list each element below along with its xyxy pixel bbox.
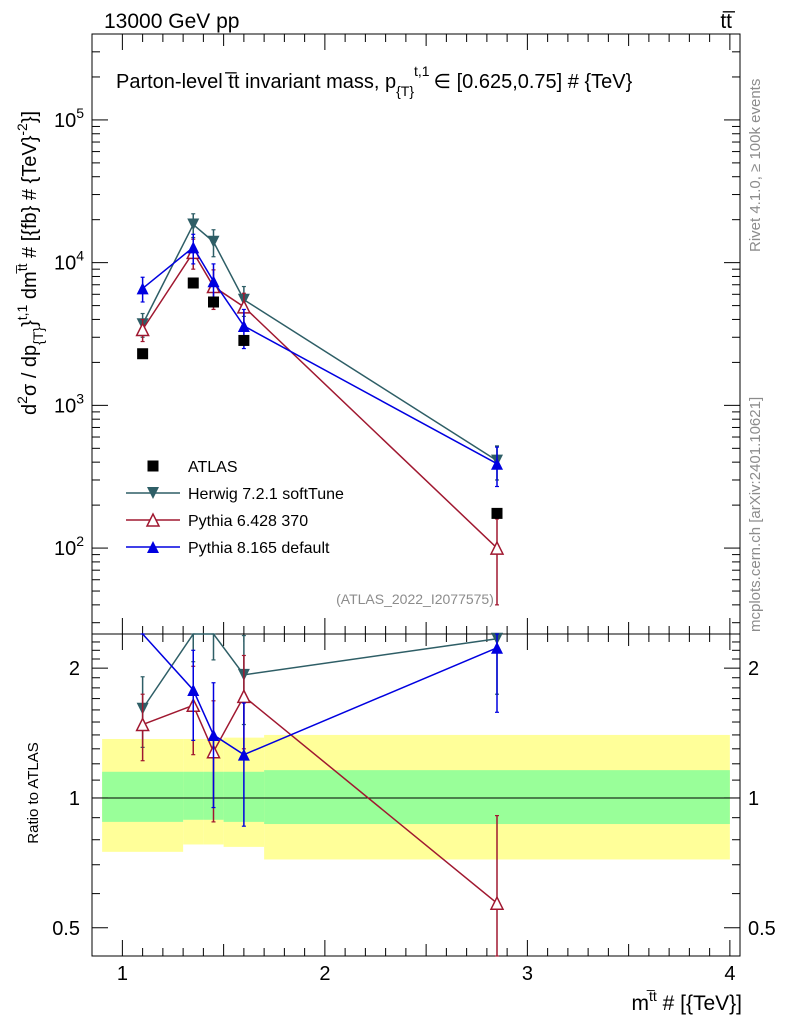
y-tick-label: 102 xyxy=(54,533,84,560)
ratio-data-point xyxy=(237,748,250,761)
main-data-point xyxy=(187,218,200,231)
ratio-y-tick-label-right: 2 xyxy=(748,658,759,680)
ratio-data-point xyxy=(207,728,220,741)
legend-marker xyxy=(147,541,159,553)
main-data-point xyxy=(135,321,150,337)
ratio-series-3 xyxy=(140,633,503,827)
ratio-y-tick-label: 1 xyxy=(69,788,80,810)
main-data-point xyxy=(207,275,220,288)
main-data-point xyxy=(187,277,199,289)
legend-label: ATLAS xyxy=(188,459,238,476)
y-tick-label: 103 xyxy=(54,390,84,417)
legend-label: Pythia 6.428 370 xyxy=(188,513,308,530)
legend-item: Herwig 7.2.1 softTune xyxy=(126,486,344,503)
legend-item: Pythia 6.428 370 xyxy=(126,512,308,530)
ratio-y-axis-label: Ratio to ATLAS xyxy=(25,742,42,843)
ratio-plot-frame xyxy=(91,633,741,957)
ratio-data-point xyxy=(491,641,503,654)
ratio-y-tick-label: 0.5 xyxy=(52,918,80,940)
legend-label: Herwig 7.2.1 softTune xyxy=(188,486,344,503)
ratio-y-tick-label-right: 0.5 xyxy=(748,918,776,940)
mcplots-label: mcplots.cern.ch [arXiv:2401.10621] xyxy=(747,397,764,632)
ratio-y-tick-label: 2 xyxy=(69,658,80,680)
legend-item: Pythia 8.165 default xyxy=(126,540,330,557)
legend-marker xyxy=(147,460,159,472)
main-data-point xyxy=(491,507,503,519)
uncertainty-band-inner xyxy=(102,771,184,822)
ratio-plot-panel: 0.5 0.5 1 1 2 2 1 2 3 4 Ratio to ATLAS mt̅t # [{T… xyxy=(25,632,776,1015)
main-series-3 xyxy=(136,233,503,488)
x-tick-label: 1 xyxy=(117,963,128,985)
rivet-version-label: Rivet 4.1.0, ≥ 100k events xyxy=(747,79,764,252)
main-data-point xyxy=(136,282,149,295)
main-series-0 xyxy=(137,277,503,519)
energy-label: 13000 GeV pp xyxy=(104,10,239,33)
main-y-axis-label: d2σ / dp{T}}t,1 dmt̅t # [{fb} # {TeV}-2}… xyxy=(14,111,46,415)
main-data-point xyxy=(187,241,200,254)
main-data-point xyxy=(137,348,149,360)
ratio-series-line xyxy=(142,633,498,710)
analysis-watermark: (ATLAS_2022_I2077575) xyxy=(336,591,494,607)
main-data-point xyxy=(237,319,250,332)
legend-marker xyxy=(147,487,159,499)
main-data-point xyxy=(207,235,220,248)
y-tick-label: 104 xyxy=(54,248,84,275)
legend-item: ATLAS xyxy=(147,459,238,476)
ratio-data-point xyxy=(135,716,150,732)
main-data-point xyxy=(238,334,250,346)
ratio-data-point xyxy=(489,895,505,910)
legend-marker xyxy=(145,512,161,527)
main-series-line xyxy=(141,250,498,549)
main-series-line xyxy=(141,223,498,462)
main-data-point xyxy=(208,296,219,308)
main-data-point xyxy=(489,540,505,555)
main-plot-panel: Parton-level t̅t invariant mass, p{T}t,1… xyxy=(14,33,741,635)
x-axis-label: mt̅t # [{TeV}] xyxy=(631,988,742,1015)
legend-label: Pythia 8.165 default xyxy=(188,540,330,557)
legend: ATLAS Herwig 7.2.1 softTune Pythia 6.428 3… xyxy=(126,459,344,557)
ratio-y-tick-label-right: 1 xyxy=(748,788,759,810)
x-tick-label: 4 xyxy=(724,963,735,985)
x-tick-label: 2 xyxy=(319,963,330,985)
x-tick-label: 3 xyxy=(522,963,533,985)
ratio-data-point xyxy=(236,688,252,704)
y-tick-label: 105 xyxy=(54,105,84,132)
process-label: tt̅ xyxy=(720,10,736,33)
main-data-point xyxy=(491,457,503,470)
main-plot-title: Parton-level t̅t invariant mass, p{T}t,1… xyxy=(116,63,633,99)
ratio-data-point xyxy=(187,683,200,696)
uncertainty-band-inner xyxy=(183,771,204,820)
